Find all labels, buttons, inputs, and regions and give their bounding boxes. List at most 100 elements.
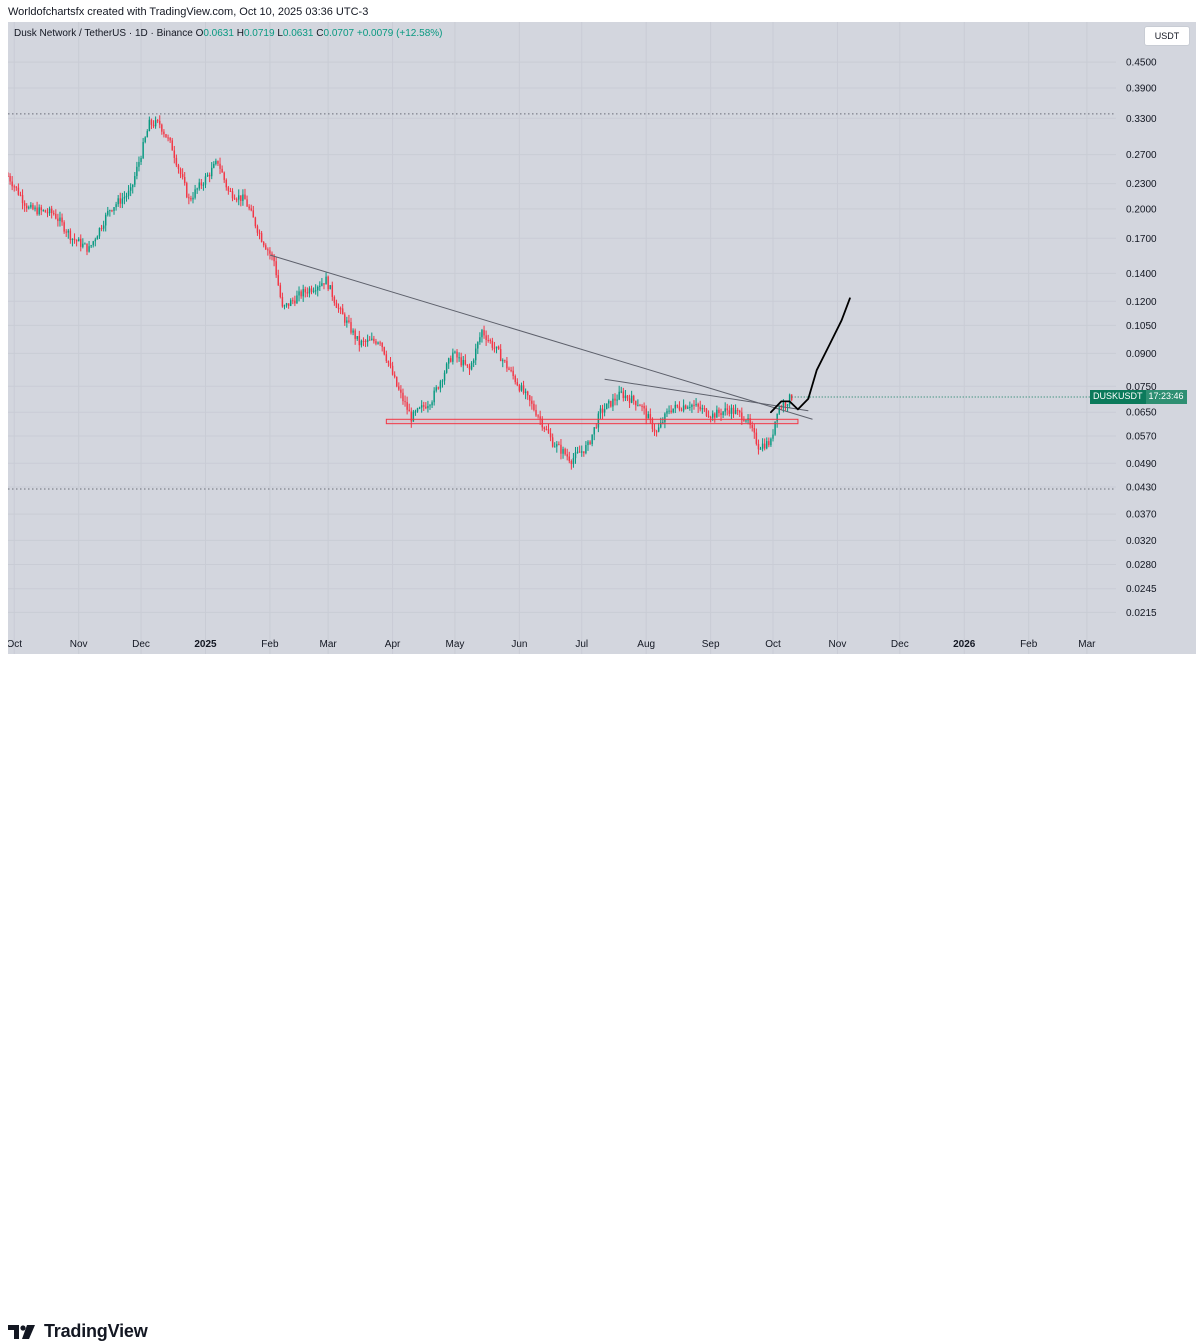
candle xyxy=(71,238,74,247)
candle-body xyxy=(612,398,614,407)
candle-body xyxy=(657,427,660,432)
candle xyxy=(558,441,560,446)
candle-body xyxy=(36,207,38,215)
candle xyxy=(80,234,82,252)
candle xyxy=(368,336,371,341)
candle xyxy=(657,422,660,433)
candle xyxy=(714,412,716,423)
candle-body xyxy=(142,142,144,159)
candle-body xyxy=(165,134,167,138)
candle-body xyxy=(489,340,492,342)
candle xyxy=(53,210,55,216)
candle-body xyxy=(526,391,529,396)
candle-body xyxy=(254,217,257,227)
candle-body xyxy=(152,124,155,127)
price-plot[interactable] xyxy=(8,22,1116,654)
candle-body xyxy=(618,391,620,400)
candle-body xyxy=(483,330,485,336)
candle-body xyxy=(543,427,546,430)
candle-body xyxy=(512,370,514,377)
candle xyxy=(146,129,149,138)
candle-body xyxy=(404,401,406,403)
candle-body xyxy=(287,303,290,306)
candle-body xyxy=(127,190,130,196)
tradingview-logo[interactable]: TradingView xyxy=(8,1321,148,1342)
candle-body xyxy=(13,186,15,188)
candle-body xyxy=(468,365,471,370)
candle-body xyxy=(726,408,728,411)
candle-body xyxy=(80,238,82,247)
candle-body xyxy=(119,198,121,204)
candle-body xyxy=(745,420,747,422)
candle xyxy=(325,272,327,285)
candle xyxy=(516,378,519,387)
candle xyxy=(231,188,234,202)
currency-button[interactable]: USDT xyxy=(1144,26,1190,46)
candle xyxy=(267,247,269,256)
candle xyxy=(227,185,230,195)
candle xyxy=(225,178,228,191)
candle xyxy=(308,286,311,298)
candle-body xyxy=(593,427,595,435)
candle xyxy=(127,185,130,200)
candle xyxy=(48,206,51,216)
time-tick-label: Oct xyxy=(8,639,22,650)
candle-body xyxy=(720,413,722,416)
candle xyxy=(42,209,45,212)
candle-body xyxy=(312,290,315,292)
candle xyxy=(252,205,255,218)
candle-body xyxy=(358,336,361,346)
candle-body xyxy=(225,179,228,188)
candle-body xyxy=(591,434,593,445)
candle xyxy=(587,440,589,451)
candle-body xyxy=(381,342,383,348)
candle xyxy=(624,390,627,402)
candle xyxy=(341,304,344,315)
candle-body xyxy=(693,404,695,406)
candle-body xyxy=(393,374,396,377)
candle xyxy=(716,405,718,418)
candle-body xyxy=(283,305,286,307)
candle xyxy=(603,403,606,417)
symbol-title[interactable]: Dusk Network / TetherUS · 1D · Binance xyxy=(14,28,193,39)
candle xyxy=(262,241,265,248)
candle-body xyxy=(258,232,261,234)
time-axis-labels: Oct Nov Dec 2025 Feb Mar Apr May Jun Jul Aug Sep Oct… xyxy=(6,639,1096,650)
price-axis[interactable]: 0.4500 0.3900 0.3300 0.2700 0.2300 0.2000 0.17… xyxy=(1116,22,1196,654)
candle-body xyxy=(337,307,340,309)
candle xyxy=(564,447,566,456)
candle xyxy=(684,404,687,410)
candle-body xyxy=(728,410,731,414)
candle xyxy=(402,388,404,405)
candle xyxy=(626,395,629,402)
candle-body xyxy=(391,365,394,375)
candle xyxy=(30,202,32,209)
candle xyxy=(670,405,672,414)
candle-body xyxy=(695,404,697,406)
candle xyxy=(759,446,762,450)
chart-area[interactable] xyxy=(8,22,1116,654)
time-tick-label: Feb xyxy=(1020,639,1038,650)
candle-body xyxy=(603,409,606,413)
candle-body xyxy=(786,404,789,406)
candle-body xyxy=(285,303,288,306)
candle xyxy=(483,325,485,339)
candle xyxy=(240,195,242,207)
candle-body xyxy=(42,210,45,212)
candle xyxy=(59,211,61,227)
candle-body xyxy=(768,441,770,446)
candle xyxy=(703,405,706,412)
candle-body xyxy=(429,405,431,407)
candle-body xyxy=(597,413,600,428)
candle xyxy=(61,213,63,226)
time-axis[interactable]: Oct Nov Dec 2025 Feb Mar Apr May Jun Jul Aug Sep Oct… xyxy=(6,632,1116,654)
candle-body xyxy=(360,340,363,346)
candle xyxy=(21,189,24,210)
candle xyxy=(281,292,284,308)
candle-body xyxy=(506,360,508,369)
price-tick-label: 0.0900 xyxy=(1126,349,1157,360)
candle-body xyxy=(248,206,250,209)
candle xyxy=(44,209,47,213)
candle xyxy=(279,282,282,299)
candle xyxy=(705,407,708,418)
